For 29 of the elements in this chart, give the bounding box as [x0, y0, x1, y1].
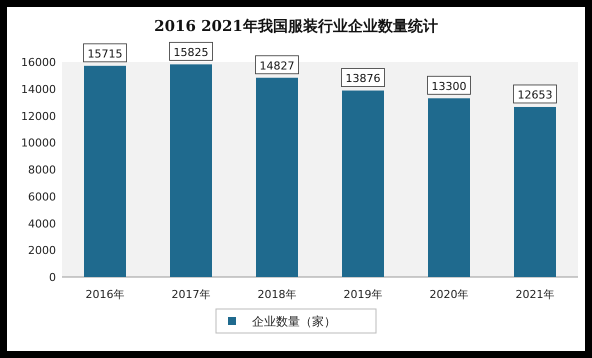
y-tick-label: 10000 — [21, 136, 56, 150]
x-tick-label: 2021年 — [516, 288, 554, 301]
y-tick-label: 4000 — [28, 217, 56, 230]
data-label: 13876 — [346, 72, 380, 86]
x-tick-label: 2016年 — [86, 288, 124, 301]
y-tick-label: 14000 — [21, 82, 56, 96]
x-tick-label: 2018年 — [258, 288, 296, 301]
y-tick-label: 8000 — [28, 164, 56, 176]
y-tick-label: 16000 — [21, 56, 56, 69]
legend-label: 企业数量（家） — [252, 314, 336, 328]
y-tick-label: 6000 — [28, 190, 56, 204]
bar — [342, 90, 384, 277]
bar — [514, 106, 556, 277]
data-label: 15825 — [174, 46, 208, 59]
data-label: 12653 — [518, 88, 552, 102]
x-tick-label: 2020年 — [430, 288, 468, 301]
chart-title: 2016 2021年我国服装行业企业数量统计 — [154, 17, 438, 35]
x-tick-label: 2019年 — [344, 288, 382, 301]
y-tick-label: 0 — [49, 271, 56, 284]
y-tick-label: 2000 — [28, 244, 56, 258]
bar — [256, 78, 298, 277]
data-label: 13300 — [432, 80, 466, 93]
data-label: 15715 — [88, 47, 122, 60]
bar — [84, 66, 126, 277]
data-label: 14827 — [260, 59, 294, 72]
bar — [428, 98, 470, 277]
y-tick-label: 12000 — [21, 110, 56, 123]
x-tick-label: 2017年 — [172, 288, 210, 301]
bar — [170, 64, 212, 277]
